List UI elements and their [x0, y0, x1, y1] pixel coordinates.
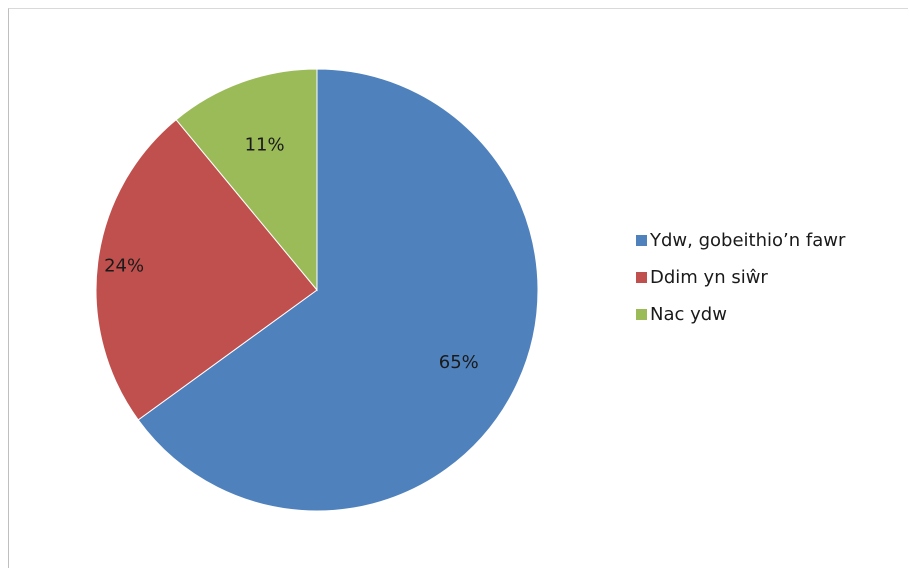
data-label-ddim-yn-siwr: 24% — [104, 256, 144, 277]
legend-label-ddim-yn-siwr: Ddim yn siŵr — [650, 266, 768, 288]
legend-swatch-nac-ydw — [636, 308, 647, 320]
legend-swatch-ydw — [636, 234, 647, 246]
pie-slice-ddim-yn-siwr — [95, 119, 318, 421]
data-label-ydw: 65% — [439, 352, 479, 373]
pie-slice-nac-ydw — [175, 68, 318, 292]
legend: Ydw, gobeithio’n fawr Ddim yn siŵr Nac y… — [636, 230, 845, 341]
legend-item-ydw: Ydw, gobeithio’n fawr — [636, 229, 846, 251]
legend-item-ddim-yn-siwr: Ddim yn siŵr — [636, 266, 845, 288]
legend-label-ydw: Ydw, gobeithio’n fawr — [650, 229, 846, 251]
pie-slices — [95, 68, 539, 512]
data-label-nac-ydw: 11% — [245, 134, 285, 155]
pie-data-labels: 65% 24% 11% — [104, 134, 479, 373]
legend-swatch-ddim-yn-siwr — [636, 271, 647, 283]
pie-slice-ydw — [137, 68, 539, 512]
chart-frame — [8, 8, 908, 568]
legend-label-nac-ydw: Nac ydw — [650, 303, 727, 325]
legend-item-nac-ydw: Nac ydw — [636, 303, 845, 325]
